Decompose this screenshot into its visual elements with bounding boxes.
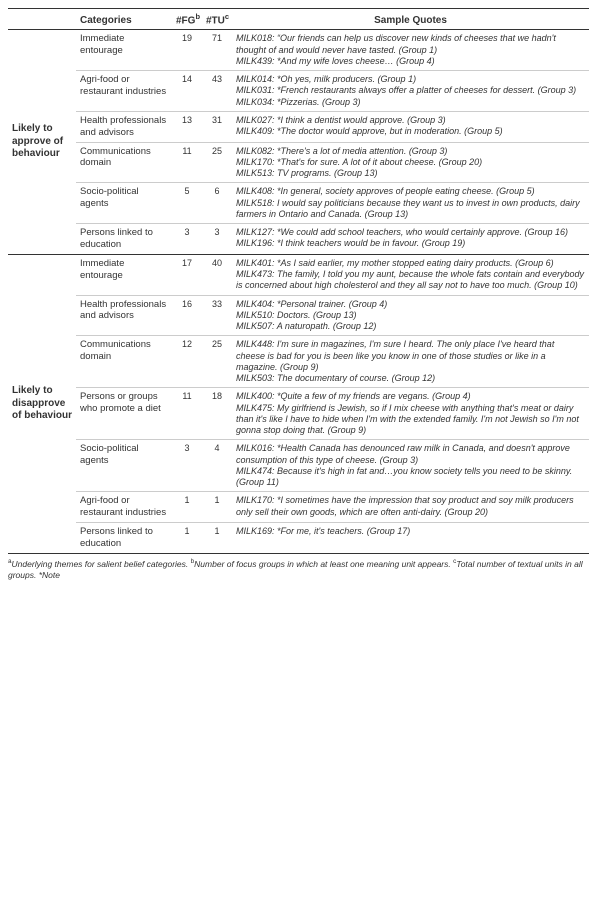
table-row: Persons linked to education11MILK169: *F… xyxy=(8,523,589,554)
tu-cell: 43 xyxy=(202,71,232,112)
quotes-cell: MILK404: *Personal trainer. (Group 4)MIL… xyxy=(232,295,589,336)
table-row: Health professionals and advisors1331MIL… xyxy=(8,111,589,142)
quotes-cell: MILK018: “Our friends can help us discov… xyxy=(232,30,589,71)
tu-cell: 25 xyxy=(202,336,232,388)
tu-cell: 31 xyxy=(202,111,232,142)
tu-cell: 1 xyxy=(202,523,232,554)
category-cell: Health professionals and advisors xyxy=(76,111,172,142)
header-blank xyxy=(8,9,76,30)
header-tu-text: #TU xyxy=(206,15,225,26)
tu-cell: 4 xyxy=(202,440,232,492)
category-cell: Immediate entourage xyxy=(76,30,172,71)
table-row: Likely to disapprove of behaviourImmedia… xyxy=(8,254,589,295)
header-fg-text: #FG xyxy=(176,15,195,26)
category-cell: Communications domain xyxy=(76,142,172,183)
fg-cell: 13 xyxy=(172,111,202,142)
beliefs-table: Categories #FGb #TUc Sample Quotes Likel… xyxy=(8,8,589,554)
tu-cell: 25 xyxy=(202,142,232,183)
footnote-text-a: Underlying themes for salient belief cat… xyxy=(12,559,191,569)
header-categories: Categories xyxy=(76,9,172,30)
table-row: Communications domain1125MILK082: *There… xyxy=(8,142,589,183)
theme-cell: Likely to disapprove of behaviour xyxy=(8,254,76,553)
fg-cell: 14 xyxy=(172,71,202,112)
quotes-cell: MILK127: *We could add school teachers, … xyxy=(232,224,589,255)
fg-cell: 12 xyxy=(172,336,202,388)
table-row: Socio-political agents34MILK016: *Health… xyxy=(8,440,589,492)
header-fg-sup: b xyxy=(195,12,200,21)
tu-cell: 33 xyxy=(202,295,232,336)
fg-cell: 1 xyxy=(172,523,202,554)
category-cell: Socio-political agents xyxy=(76,440,172,492)
category-cell: Persons linked to education xyxy=(76,224,172,255)
table-row: Agri-food or restaurant industries1443MI… xyxy=(8,71,589,112)
quotes-cell: MILK448: I'm sure in magazines, I'm sure… xyxy=(232,336,589,388)
quotes-cell: MILK170: *I sometimes have the impressio… xyxy=(232,492,589,523)
header-fg: #FGb xyxy=(172,9,202,30)
fg-cell: 17 xyxy=(172,254,202,295)
header-quotes: Sample Quotes xyxy=(232,9,589,30)
fg-cell: 3 xyxy=(172,224,202,255)
category-cell: Socio-political agents xyxy=(76,183,172,224)
quotes-cell: MILK169: *For me, it's teachers. (Group … xyxy=(232,523,589,554)
footnote-text-b: Number of focus groups in which at least… xyxy=(194,559,453,569)
quotes-cell: MILK014: *Oh yes, milk producers. (Group… xyxy=(232,71,589,112)
header-tu-sup: c xyxy=(225,12,229,21)
quotes-cell: MILK016: *Health Canada has denounced ra… xyxy=(232,440,589,492)
category-cell: Persons linked to education xyxy=(76,523,172,554)
header-tu: #TUc xyxy=(202,9,232,30)
category-cell: Immediate entourage xyxy=(76,254,172,295)
fg-cell: 19 xyxy=(172,30,202,71)
category-cell: Health professionals and advisors xyxy=(76,295,172,336)
fg-cell: 3 xyxy=(172,440,202,492)
fg-cell: 11 xyxy=(172,388,202,440)
fg-cell: 1 xyxy=(172,492,202,523)
tu-cell: 1 xyxy=(202,492,232,523)
fg-cell: 11 xyxy=(172,142,202,183)
quotes-cell: MILK082: *There's a lot of media attenti… xyxy=(232,142,589,183)
category-cell: Communications domain xyxy=(76,336,172,388)
table-row: Persons linked to education33MILK127: *W… xyxy=(8,224,589,255)
tu-cell: 18 xyxy=(202,388,232,440)
tu-cell: 71 xyxy=(202,30,232,71)
table-row: Health professionals and advisors1633MIL… xyxy=(8,295,589,336)
table-row: Persons or groups who promote a diet1118… xyxy=(8,388,589,440)
fg-cell: 5 xyxy=(172,183,202,224)
table-row: Socio-political agents56MILK408: *In gen… xyxy=(8,183,589,224)
quotes-cell: MILK400: *Quite a few of my friends are … xyxy=(232,388,589,440)
category-cell: Persons or groups who promote a diet xyxy=(76,388,172,440)
quotes-cell: MILK401: *As I said earlier, my mother s… xyxy=(232,254,589,295)
tu-cell: 6 xyxy=(202,183,232,224)
table-row: Likely to approve of behaviourImmediate … xyxy=(8,30,589,71)
quotes-cell: MILK027: *I think a dentist would approv… xyxy=(232,111,589,142)
theme-cell: Likely to approve of behaviour xyxy=(8,30,76,255)
tu-cell: 40 xyxy=(202,254,232,295)
category-cell: Agri-food or restaurant industries xyxy=(76,492,172,523)
category-cell: Agri-food or restaurant industries xyxy=(76,71,172,112)
table-row: Communications domain1225MILK448: I'm su… xyxy=(8,336,589,388)
header-row: Categories #FGb #TUc Sample Quotes xyxy=(8,9,589,30)
tu-cell: 3 xyxy=(202,224,232,255)
table-footnote: aUnderlying themes for salient belief ca… xyxy=(8,558,589,581)
quotes-cell: MILK408: *In general, society approves o… xyxy=(232,183,589,224)
fg-cell: 16 xyxy=(172,295,202,336)
table-row: Agri-food or restaurant industries11MILK… xyxy=(8,492,589,523)
